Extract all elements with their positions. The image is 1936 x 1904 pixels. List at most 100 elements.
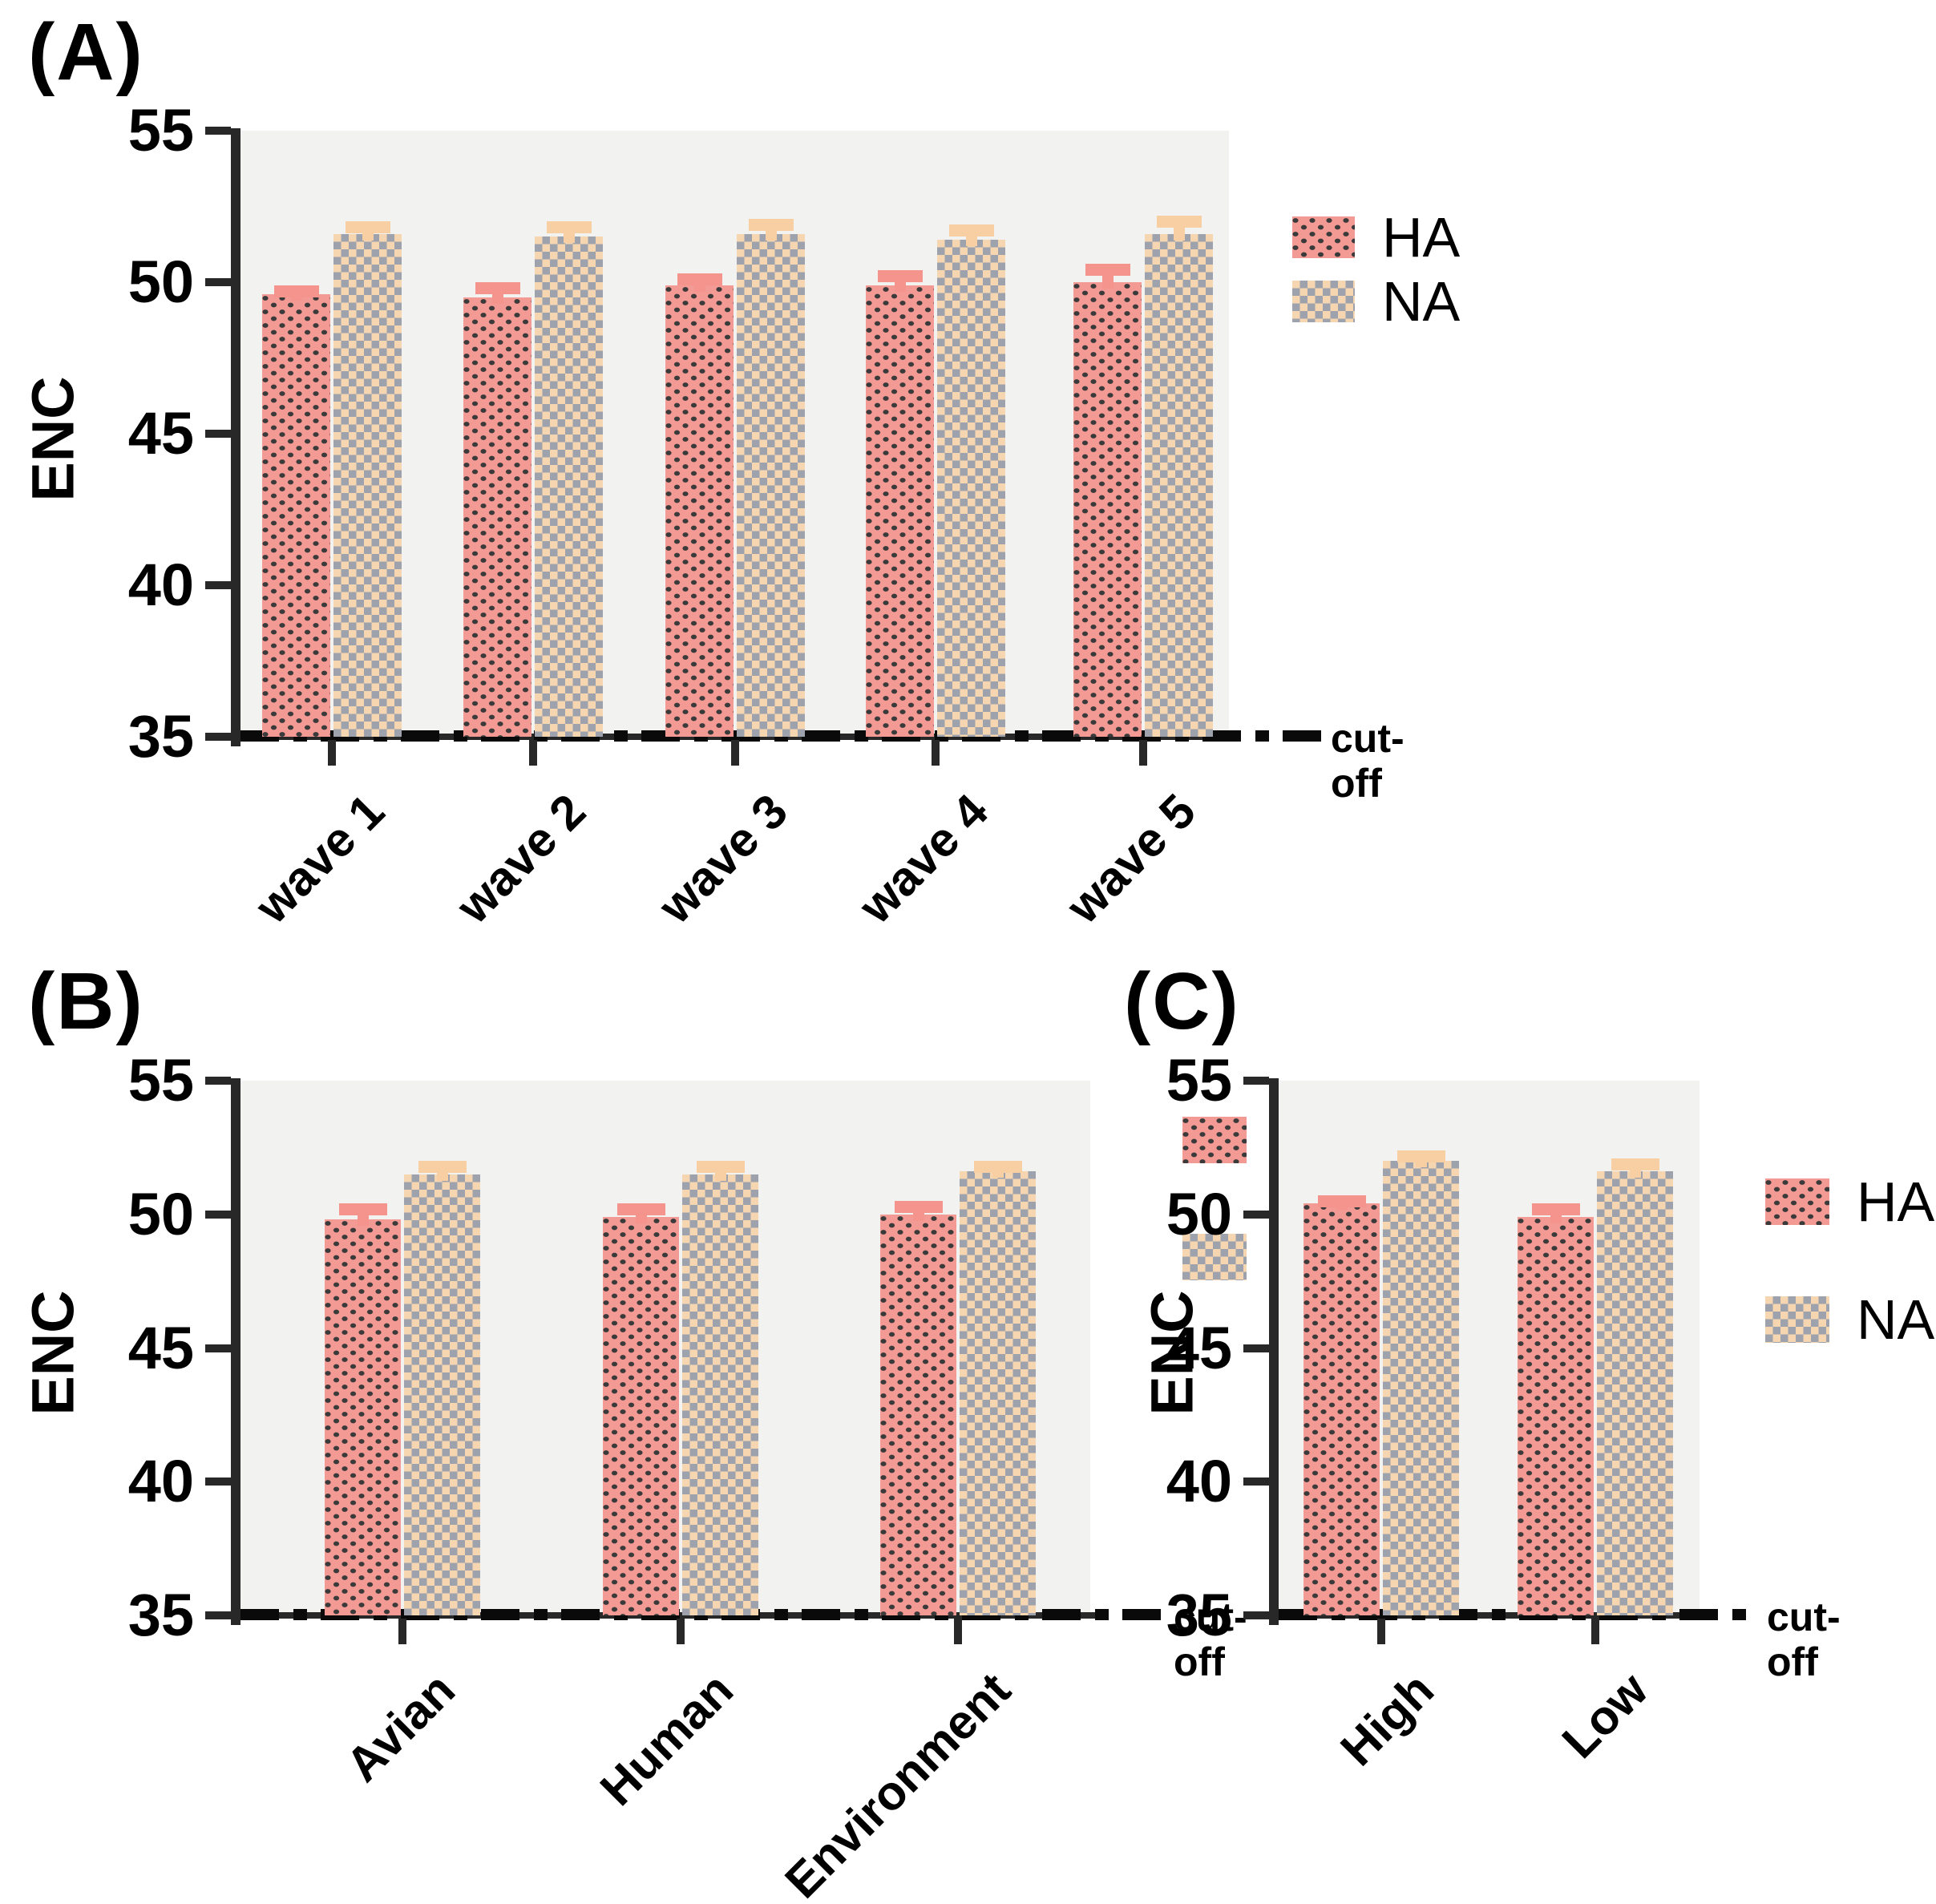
panel-label-c: (C) — [1124, 956, 1240, 1046]
y-tick-mark — [1243, 1077, 1269, 1085]
y-tick-mark — [1243, 1210, 1269, 1219]
bar-ha — [603, 1217, 679, 1615]
y-tick-label: 35 — [127, 703, 194, 770]
x-tick-mark — [932, 740, 940, 766]
x-category-label: High — [1330, 1662, 1445, 1777]
error-cap-ha — [1531, 1203, 1580, 1216]
y-tick-label: 55 — [127, 97, 194, 164]
bar-na — [737, 233, 805, 737]
error-cap-ha — [894, 1201, 943, 1214]
cutoff-label: cut-off — [1331, 716, 1405, 806]
plot-background — [240, 131, 1229, 737]
y-axis-line — [1269, 1078, 1279, 1625]
bar-na — [1383, 1161, 1459, 1615]
y-tick-label: 55 — [127, 1047, 194, 1114]
y-tick-mark — [205, 430, 231, 438]
error-cap-na — [345, 221, 390, 234]
y-tick-mark — [205, 1210, 231, 1219]
x-tick-mark — [1377, 1619, 1385, 1644]
x-tick-mark — [1591, 1619, 1599, 1644]
y-tick-label: 35 — [127, 1582, 194, 1648]
x-category-label: Avian — [335, 1662, 466, 1793]
error-cap-ha — [877, 269, 923, 282]
x-tick-mark — [1139, 740, 1147, 766]
y-tick-mark — [205, 581, 231, 589]
legend-swatch-ha — [1182, 1117, 1247, 1163]
error-cap-ha — [475, 282, 520, 294]
x-tick-mark — [328, 740, 336, 766]
bar-ha — [1073, 282, 1142, 737]
x-tick-mark — [529, 740, 537, 766]
y-tick-mark — [1243, 1344, 1269, 1352]
legend-swatch-na — [1292, 281, 1355, 322]
y-tick-label: 50 — [127, 249, 194, 315]
y-tick-mark — [205, 278, 231, 286]
y-tick-mark — [205, 1344, 231, 1352]
bar-na — [1145, 233, 1213, 737]
y-axis-line — [231, 128, 240, 746]
x-tick-mark — [954, 1619, 962, 1644]
y-tick-mark — [205, 127, 231, 135]
error-cap-na — [948, 224, 994, 237]
bar-na — [535, 236, 603, 737]
error-cap-ha — [677, 273, 722, 285]
bar-ha — [866, 285, 934, 737]
y-tick-label: 45 — [127, 400, 194, 467]
cutoff-label: cut-off — [1174, 1595, 1247, 1684]
bar-ha — [262, 294, 330, 737]
bar-na — [404, 1174, 480, 1615]
y-axis-line — [231, 1078, 240, 1625]
error-cap-ha — [616, 1203, 665, 1216]
bar-na — [333, 233, 402, 737]
bar-ha — [880, 1214, 956, 1615]
panel-label-b: (B) — [28, 956, 144, 1046]
y-tick-mark — [1243, 1611, 1269, 1619]
error-cap-ha — [1085, 264, 1130, 277]
bar-na — [682, 1174, 758, 1615]
legend-swatch-na — [1765, 1296, 1829, 1343]
x-tick-mark — [731, 740, 739, 766]
legend-swatch-na — [1182, 1234, 1247, 1280]
y-tick-label: 50 — [127, 1180, 194, 1247]
y-tick-label: 55 — [1166, 1047, 1232, 1114]
y-tick-label: 35 — [1166, 1582, 1232, 1648]
x-tick-mark — [398, 1619, 406, 1644]
y-tick-mark — [205, 733, 231, 741]
y-tick-label: 45 — [127, 1314, 194, 1381]
y-tick-mark — [205, 1611, 231, 1619]
bar-ha — [665, 285, 734, 737]
legend-label-na: NA — [1857, 1288, 1935, 1351]
y-tick-mark — [1243, 1478, 1269, 1486]
y-tick-mark — [205, 1077, 231, 1085]
y-tick-label: 45 — [1166, 1314, 1232, 1381]
legend-label-ha: HA — [1857, 1170, 1935, 1233]
bar-ha — [1303, 1203, 1380, 1615]
y-tick-label: 40 — [127, 552, 194, 618]
bar-ha — [463, 297, 531, 737]
error-cap-na — [546, 221, 592, 234]
legend-label-na: NA — [1382, 270, 1461, 333]
bar-ha — [1518, 1217, 1594, 1615]
error-cap-na — [696, 1161, 745, 1174]
legend-swatch-ha — [1765, 1178, 1829, 1225]
bar-na — [960, 1171, 1036, 1615]
legend-swatch-ha — [1292, 216, 1355, 258]
y-tick-label: 40 — [127, 1448, 194, 1515]
error-cap-na — [748, 218, 794, 231]
panel-label-a: (A) — [28, 7, 144, 97]
legend-label-ha: HA — [1382, 206, 1461, 269]
error-cap-ha — [338, 1203, 387, 1216]
bar-na — [937, 240, 1005, 737]
error-cap-na — [1396, 1150, 1445, 1162]
y-tick-label: 40 — [1166, 1448, 1232, 1515]
error-cap-ha — [273, 285, 319, 297]
error-cap-ha — [1317, 1195, 1366, 1208]
error-cap-na — [418, 1161, 467, 1174]
error-cap-na — [973, 1161, 1022, 1174]
bar-ha — [325, 1219, 401, 1615]
y-tick-label: 50 — [1166, 1180, 1232, 1247]
cutoff-label: cut-off — [1767, 1595, 1841, 1684]
bar-na — [1597, 1171, 1673, 1615]
error-cap-na — [1611, 1158, 1659, 1170]
